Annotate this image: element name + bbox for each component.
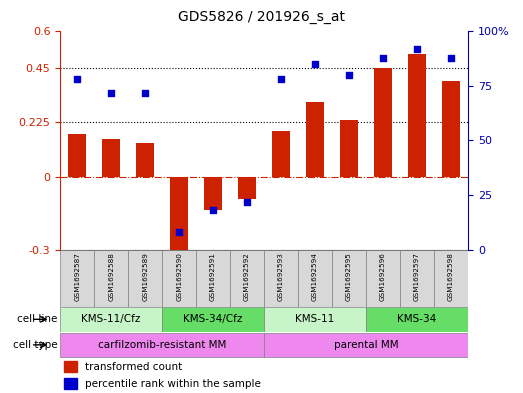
Point bbox=[175, 229, 184, 235]
Bar bbox=[434, 250, 468, 307]
Text: GSM1692591: GSM1692591 bbox=[210, 252, 216, 301]
Bar bbox=[442, 81, 460, 177]
Text: GDS5826 / 201926_s_at: GDS5826 / 201926_s_at bbox=[178, 10, 345, 24]
Bar bbox=[332, 250, 366, 307]
Bar bbox=[94, 250, 128, 307]
Bar bbox=[170, 177, 188, 254]
Text: KMS-34: KMS-34 bbox=[397, 314, 437, 324]
Point bbox=[107, 89, 116, 95]
Bar bbox=[128, 250, 162, 307]
Bar bbox=[264, 332, 468, 357]
Bar bbox=[196, 250, 230, 307]
Point bbox=[311, 61, 320, 67]
Text: carfilzomib-resistant MM: carfilzomib-resistant MM bbox=[98, 340, 226, 350]
Text: KMS-34/Cfz: KMS-34/Cfz bbox=[184, 314, 243, 324]
Bar bbox=[298, 250, 332, 307]
Point bbox=[447, 55, 456, 61]
Bar bbox=[162, 250, 196, 307]
Bar bbox=[272, 131, 290, 177]
Text: parental MM: parental MM bbox=[334, 340, 399, 350]
Text: GSM1692597: GSM1692597 bbox=[414, 252, 420, 301]
Point bbox=[413, 46, 422, 52]
Bar bbox=[230, 250, 264, 307]
Bar bbox=[366, 250, 400, 307]
Text: GSM1692592: GSM1692592 bbox=[244, 252, 250, 301]
Text: GSM1692598: GSM1692598 bbox=[448, 252, 454, 301]
Bar bbox=[64, 378, 77, 389]
Bar bbox=[60, 250, 94, 307]
Bar bbox=[136, 143, 154, 177]
Bar bbox=[204, 177, 222, 209]
Text: cell line: cell line bbox=[17, 314, 58, 324]
Bar bbox=[400, 250, 434, 307]
Text: cell type: cell type bbox=[13, 340, 58, 350]
Point bbox=[345, 72, 354, 78]
Bar bbox=[306, 102, 324, 177]
Bar bbox=[60, 332, 264, 357]
Text: transformed count: transformed count bbox=[85, 362, 182, 372]
Bar bbox=[264, 307, 366, 332]
Point bbox=[277, 76, 286, 83]
Bar bbox=[68, 134, 86, 177]
Point bbox=[379, 55, 388, 61]
Text: GSM1692588: GSM1692588 bbox=[108, 252, 114, 301]
Text: GSM1692596: GSM1692596 bbox=[380, 252, 386, 301]
Text: KMS-11/Cfz: KMS-11/Cfz bbox=[82, 314, 141, 324]
Text: GSM1692590: GSM1692590 bbox=[176, 252, 182, 301]
Bar bbox=[340, 120, 358, 177]
Bar bbox=[64, 361, 77, 373]
Bar bbox=[374, 68, 392, 177]
Text: percentile rank within the sample: percentile rank within the sample bbox=[85, 379, 260, 389]
Point bbox=[141, 89, 150, 95]
Bar bbox=[264, 250, 298, 307]
Text: GSM1692594: GSM1692594 bbox=[312, 252, 318, 301]
Text: GSM1692587: GSM1692587 bbox=[74, 252, 80, 301]
Bar bbox=[366, 307, 468, 332]
Text: GSM1692595: GSM1692595 bbox=[346, 252, 352, 301]
Bar bbox=[60, 307, 162, 332]
Bar bbox=[162, 307, 264, 332]
Text: GSM1692593: GSM1692593 bbox=[278, 252, 284, 301]
Point bbox=[209, 207, 218, 213]
Text: GSM1692589: GSM1692589 bbox=[142, 252, 148, 301]
Point bbox=[73, 76, 82, 83]
Point bbox=[243, 198, 252, 205]
Bar bbox=[102, 139, 120, 177]
Bar bbox=[408, 55, 426, 177]
Text: KMS-11: KMS-11 bbox=[295, 314, 335, 324]
Bar bbox=[238, 177, 256, 199]
